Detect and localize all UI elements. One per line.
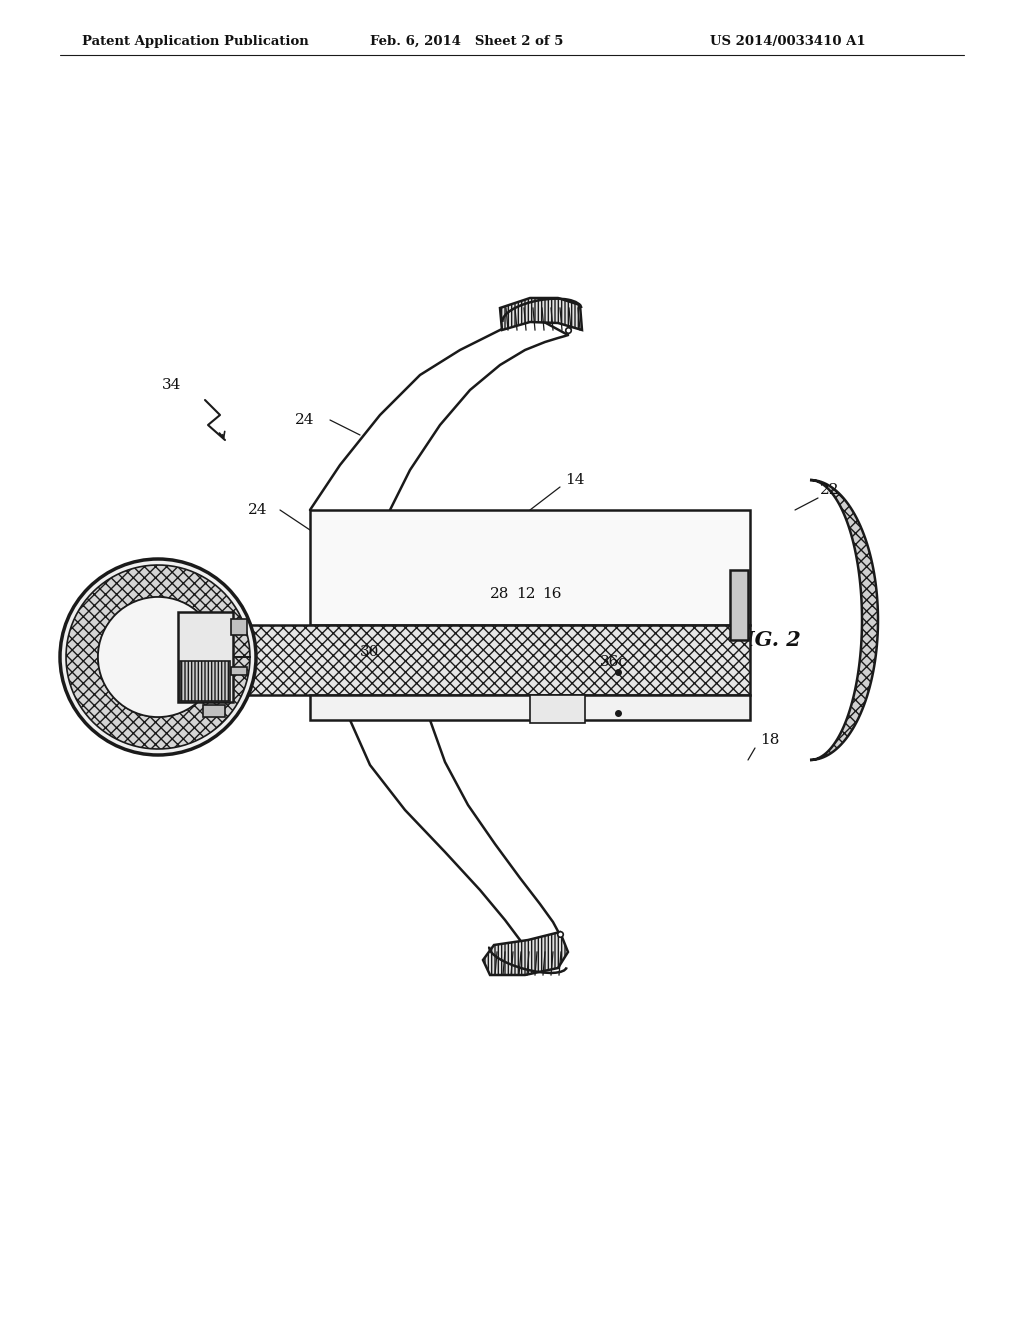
Bar xyxy=(530,696,585,723)
Text: US 2014/0033410 A1: US 2014/0033410 A1 xyxy=(710,36,865,48)
Polygon shape xyxy=(810,480,878,760)
Text: 24: 24 xyxy=(295,413,314,426)
Text: 16: 16 xyxy=(542,587,561,601)
Text: Feb. 6, 2014   Sheet 2 of 5: Feb. 6, 2014 Sheet 2 of 5 xyxy=(370,36,563,48)
Text: 34: 34 xyxy=(162,378,181,392)
Text: 22: 22 xyxy=(820,483,840,498)
Text: 28: 28 xyxy=(490,587,509,601)
Bar xyxy=(730,570,748,640)
Polygon shape xyxy=(66,565,250,748)
Bar xyxy=(231,619,247,635)
Polygon shape xyxy=(500,298,582,330)
Bar xyxy=(203,705,225,717)
Bar xyxy=(190,624,750,696)
Text: Patent Application Publication: Patent Application Publication xyxy=(82,36,309,48)
Bar xyxy=(310,696,750,719)
Text: 30: 30 xyxy=(360,645,379,659)
Text: 36c: 36c xyxy=(600,655,628,669)
Text: 14: 14 xyxy=(565,473,585,487)
Bar xyxy=(231,667,247,675)
Bar xyxy=(310,510,750,624)
Polygon shape xyxy=(483,932,568,975)
Bar xyxy=(178,612,233,702)
Circle shape xyxy=(98,597,218,717)
Text: 18: 18 xyxy=(760,733,779,747)
Text: 24: 24 xyxy=(248,503,267,517)
Bar xyxy=(180,661,230,701)
Text: FIG. 2: FIG. 2 xyxy=(730,630,801,649)
Circle shape xyxy=(60,558,256,755)
Text: 12: 12 xyxy=(516,587,536,601)
